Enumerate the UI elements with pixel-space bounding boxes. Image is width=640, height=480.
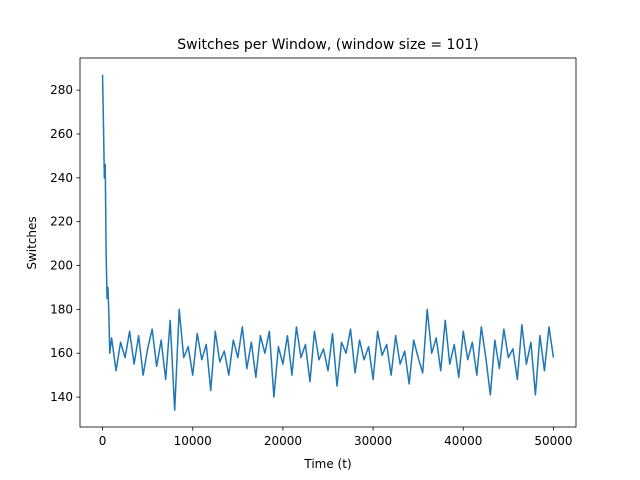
- axes-frame: [79, 57, 577, 428]
- data-line: [101, 74, 555, 411]
- x-tick-label: 10000: [174, 434, 212, 448]
- chart-title: Switches per Window, (window size = 101): [177, 37, 478, 53]
- y-tick-label: 160: [50, 346, 73, 360]
- x-tick-label: 0: [99, 434, 107, 448]
- y-tick-label: 220: [50, 215, 73, 229]
- y-axis-label: Switches: [25, 216, 39, 269]
- y-tick-label: 240: [50, 171, 73, 185]
- y-tick-label: 280: [50, 83, 73, 97]
- y-tick-label: 140: [50, 390, 73, 404]
- y-tick-label: 200: [50, 259, 73, 273]
- x-tick-label: 30000: [354, 434, 392, 448]
- x-tick-label: 20000: [264, 434, 302, 448]
- x-tick-label: 50000: [534, 434, 572, 448]
- x-tick-label: 40000: [444, 434, 482, 448]
- y-tick-label: 180: [50, 302, 73, 316]
- x-axis-label: Time (t): [303, 457, 351, 471]
- y-tick-label: 260: [50, 127, 73, 141]
